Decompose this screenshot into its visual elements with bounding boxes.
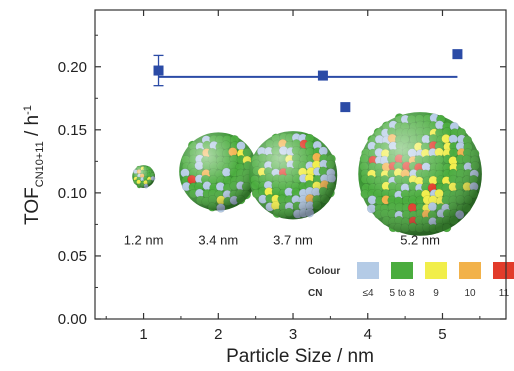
data-point: [452, 49, 463, 60]
x-tick-label: 1: [139, 326, 147, 343]
legend-swatch: [493, 262, 514, 279]
y-axis-title-main: TOF: [22, 187, 43, 225]
y-tick-label: 0.20: [58, 59, 87, 76]
y-axis-title-sup: -1: [22, 105, 34, 115]
particle-size-label: 3.7 nm: [273, 233, 313, 248]
data-point: [317, 70, 328, 81]
series-layer: [153, 49, 463, 113]
nanoparticle: [132, 165, 156, 189]
nanoparticle-shading: [358, 112, 482, 236]
y-tick-label: 0.10: [58, 185, 87, 202]
y-tick-label: 0.00: [58, 311, 87, 328]
legend-swatch: [391, 262, 413, 279]
nanoparticle: [179, 132, 260, 213]
data-point: [153, 65, 164, 76]
legend-swatch: [357, 262, 379, 279]
y-ticks: 0.00 0.05 0.10 0.15 0.20: [58, 34, 506, 328]
plot-frame: [94, 9, 507, 320]
legend-cn-label: 11: [499, 288, 510, 299]
legend-colour-header: Colour: [308, 266, 340, 277]
nanoparticle-shading: [248, 131, 338, 220]
particle-size-label: 3.4 nm: [198, 233, 238, 248]
nanoparticle-shading: [179, 132, 258, 211]
nanoparticle: [248, 131, 338, 220]
x-axis-title: Particle Size / nm: [226, 346, 374, 367]
x-tick-label: 4: [364, 326, 372, 343]
particle-size-label: 5.2 nm: [400, 233, 440, 248]
particle-size-label: 1.2 nm: [124, 233, 164, 248]
legend-swatch: [459, 262, 481, 279]
data-point: [340, 102, 351, 113]
legend-cn-label: 10: [464, 288, 476, 299]
legend-swatch: [425, 262, 447, 279]
legend: Colour CN ≤4 5 to 8 9 10 11: [308, 262, 514, 299]
y-axis-title: TOFCN10+11 / h-1: [22, 105, 46, 225]
size-labels: 1.2 nm 3.4 nm 3.7 nm 5.2 nm: [124, 233, 440, 248]
x-tick-label: 3: [289, 326, 297, 343]
particles-layer: [132, 112, 482, 236]
y-tick-label: 0.15: [58, 122, 87, 139]
legend-cn-header: CN: [308, 288, 322, 299]
legend-cn-label: 9: [433, 288, 439, 299]
nanoparticle-shading: [132, 165, 155, 188]
x-tick-label: 5: [438, 326, 446, 343]
y-axis-title-unit: / h: [22, 115, 43, 141]
legend-cn-label: 5 to 8: [389, 288, 414, 299]
legend-cn-label: ≤4: [362, 288, 373, 299]
y-axis-title-sub: CN10+11: [34, 141, 46, 187]
x-tick-label: 2: [214, 326, 222, 343]
x-ticks: 1 2 3 4 5: [105, 10, 481, 343]
y-tick-label: 0.05: [58, 248, 87, 265]
nanoparticle: [358, 112, 482, 236]
